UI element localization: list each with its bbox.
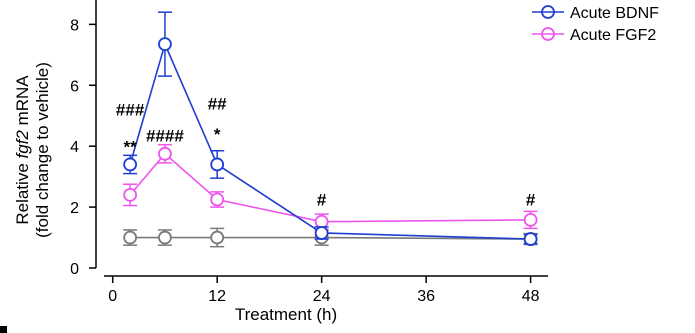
significance-marker: ** [124,137,138,156]
significance-marker: ### [116,101,145,120]
legend-label-bdnf: Acute BDNF [570,5,659,22]
data-point [123,188,138,202]
corner-mark [0,326,7,333]
y-tick-label: 4 [70,139,79,156]
data-point [210,192,225,207]
y-axis-title-line1: Relative fgf2 mRNA [13,75,32,225]
y-tick-label: 2 [70,200,79,217]
data-point [158,146,172,161]
axes [95,0,548,277]
x-tick-label: 0 [108,288,117,305]
x-tick-label: 36 [417,288,435,305]
series-layer [123,11,538,248]
legend: Acute BDNF Acute FGF2 [532,5,659,44]
y-tick-label: 6 [70,78,79,95]
series-1 [123,143,538,231]
series-line [129,152,531,223]
y-axis-title-italic: fgf2 [13,130,32,159]
data-point [314,214,329,229]
legend-item-fgf2: Acute FGF2 [532,27,656,44]
x-tick-label: 24 [313,288,331,305]
data-point [210,157,225,172]
legend-marker-bdnf [541,5,555,19]
data-point [314,226,329,240]
legend-label-fgf2: Acute FGF2 [570,27,656,44]
significance-marker: ## [208,95,227,114]
data-point [523,232,538,246]
significance-marker: # [526,191,536,210]
annotation-layer: ###**######*# # [116,95,536,210]
series-0 [123,11,538,246]
legend-item-bdnf: Acute BDNF [532,5,659,22]
data-point [123,157,138,172]
legend-marker-fgf2 [541,27,555,41]
x-axis-title: Treatment (h) [235,305,337,324]
data-point [523,212,538,227]
y-tick-label: 8 [70,17,79,34]
y-axis-title-line2: (fold change to vehicle) [33,62,52,238]
data-point [210,230,225,245]
data-point [123,230,138,245]
data-point [158,37,172,52]
y-tick-label: 0 [70,261,79,278]
significance-marker: * [214,125,221,144]
x-ticks: 0 12 24 36 48 [108,276,540,305]
series-line [129,41,531,240]
significance-marker: # [317,191,327,210]
data-point [158,230,172,245]
x-tick-label: 48 [522,288,540,305]
y-axis-title-prefix: Relative [13,159,32,225]
y-ticks: 0 2 4 6 8 [70,17,96,278]
x-tick-label: 12 [208,288,226,305]
significance-marker: #### [146,127,184,146]
y-axis-title-suffix: mRNA [13,75,32,130]
